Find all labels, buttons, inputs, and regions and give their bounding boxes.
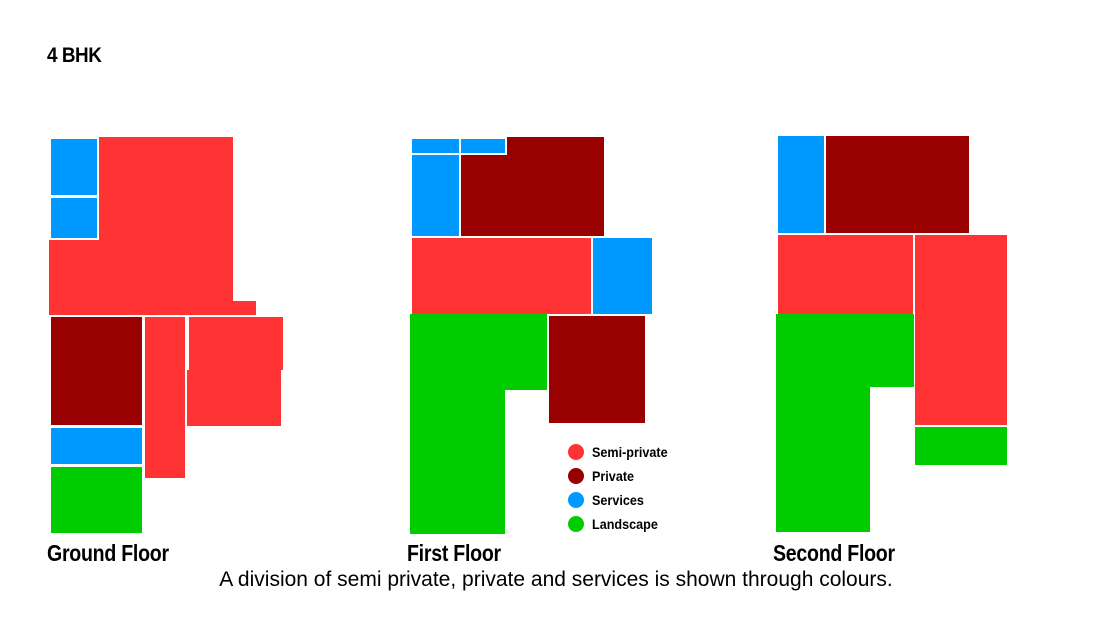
semi-private-dot-icon bbox=[568, 444, 584, 460]
second-floor-label: Second Floor bbox=[773, 540, 895, 566]
caption: A division of semi private, private and … bbox=[219, 568, 893, 591]
legend-label: Private bbox=[592, 468, 635, 484]
second-landscape-stem bbox=[776, 314, 870, 532]
legend: Semi-private Private Services Landscape bbox=[568, 440, 676, 536]
first-landscape-stem bbox=[410, 314, 505, 534]
legend-item-semi-private: Semi-private bbox=[568, 440, 676, 464]
ground-private-bedroom bbox=[49, 315, 144, 427]
ground-landscape bbox=[49, 465, 144, 535]
services-dot-icon bbox=[568, 492, 584, 508]
diagram-title: 4 BHK bbox=[47, 44, 102, 67]
legend-label: Landscape bbox=[592, 516, 658, 532]
legend-label: Services bbox=[592, 492, 644, 508]
first-services-top-cover bbox=[459, 137, 507, 155]
legend-item-landscape: Landscape bbox=[568, 512, 676, 536]
ground-semi-private-ledge bbox=[233, 301, 256, 316]
first-services-right bbox=[591, 236, 654, 316]
landscape-dot-icon bbox=[568, 516, 584, 532]
legend-item-private: Private bbox=[568, 464, 676, 488]
private-dot-icon bbox=[568, 468, 584, 484]
second-private bbox=[824, 134, 971, 235]
first-floor-label: First Floor bbox=[407, 540, 501, 566]
second-semi-private-right bbox=[913, 233, 1009, 427]
second-services bbox=[776, 134, 826, 235]
second-semi-private-left bbox=[776, 233, 915, 316]
second-landscape-right bbox=[913, 425, 1009, 467]
ground-services-second bbox=[49, 196, 99, 240]
legend-item-services: Services bbox=[568, 488, 676, 512]
ground-semi-private-right-lower bbox=[187, 370, 281, 426]
first-private-right bbox=[547, 314, 647, 425]
first-semi-private bbox=[410, 236, 593, 316]
ground-semi-private-corridor bbox=[143, 315, 187, 480]
ground-floor-label: Ground Floor bbox=[47, 540, 169, 566]
ground-semi-private-right bbox=[187, 315, 285, 372]
legend-label: Semi-private bbox=[592, 444, 668, 460]
